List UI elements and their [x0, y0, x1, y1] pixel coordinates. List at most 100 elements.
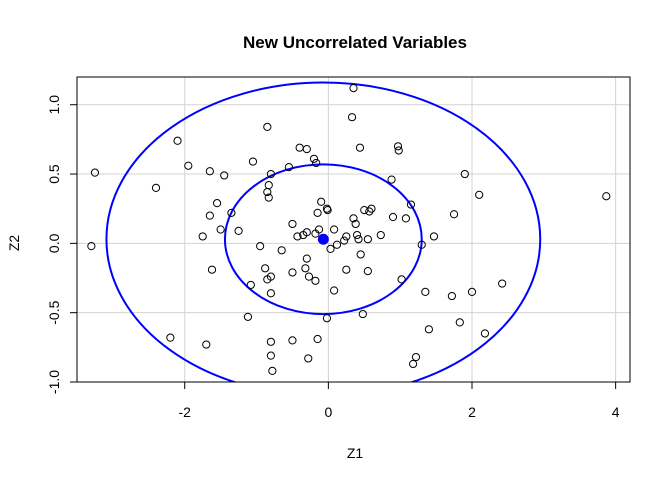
data-point	[263, 275, 272, 284]
data-point	[248, 157, 258, 166]
center-point	[317, 233, 329, 245]
chart-title: New Uncorrelated Variables	[243, 33, 467, 52]
data-point	[277, 246, 286, 255]
data-point	[363, 235, 372, 244]
data-point	[216, 225, 225, 234]
data-point	[460, 169, 469, 179]
data-point	[266, 289, 276, 298]
data-point	[205, 167, 214, 176]
data-point	[304, 354, 313, 363]
data-point	[322, 204, 332, 213]
x-axis: -2 0 2 4	[179, 382, 620, 420]
data-point	[342, 265, 351, 274]
data-point	[246, 280, 255, 290]
data-point	[263, 122, 272, 132]
data-point	[173, 136, 182, 145]
data-point	[264, 181, 273, 190]
data-point	[498, 279, 507, 288]
plot-frame	[76, 76, 631, 383]
data-point	[90, 168, 100, 177]
data-point	[268, 366, 277, 376]
data-point	[256, 242, 265, 251]
y-axis-label: Z2	[6, 235, 22, 252]
data-point	[424, 325, 434, 334]
data-point	[166, 333, 175, 342]
y-tick-label: 1.0	[46, 95, 62, 115]
data-point	[326, 244, 335, 254]
data-point	[293, 232, 302, 241]
x-tick-label: 2	[468, 404, 476, 420]
data-point	[330, 225, 339, 234]
data-point	[87, 242, 96, 251]
data-point	[342, 232, 351, 241]
data-point	[313, 334, 322, 344]
data-point	[266, 337, 276, 346]
data-point	[266, 169, 276, 179]
grid	[77, 77, 630, 383]
ellipse-outer	[105, 81, 542, 382]
data-point	[387, 175, 396, 184]
center-marker-group	[317, 233, 329, 245]
data-point	[288, 336, 297, 345]
data-point	[288, 219, 297, 229]
data-point	[406, 200, 416, 209]
data-point	[358, 309, 367, 319]
y-tick-label: 0.0	[46, 233, 62, 253]
data-point	[284, 163, 293, 172]
data-point	[367, 204, 376, 213]
data-point	[304, 272, 314, 281]
ellipse-inner	[223, 163, 423, 316]
y-tick-label: 0.5	[46, 164, 62, 184]
data-point	[212, 199, 222, 208]
data-point	[417, 240, 426, 249]
data-point	[351, 219, 360, 229]
data-point	[317, 197, 326, 206]
data-point	[332, 240, 342, 249]
data-point	[299, 230, 308, 240]
data-point	[363, 266, 372, 276]
data-point	[311, 276, 320, 285]
ellipses	[105, 81, 542, 382]
data-point	[234, 226, 243, 235]
data-point	[421, 287, 430, 296]
data-point	[447, 291, 456, 301]
data-point	[340, 236, 349, 245]
data-point	[313, 208, 322, 217]
data-point	[184, 161, 193, 170]
data-point	[429, 232, 439, 241]
data-point	[409, 359, 418, 369]
x-tick-label: 0	[324, 404, 332, 420]
data-points	[87, 83, 611, 376]
data-point	[309, 154, 319, 163]
data-point	[322, 314, 332, 323]
data-point	[205, 211, 214, 220]
data-point	[288, 268, 297, 277]
data-point	[302, 144, 311, 154]
data-point	[151, 183, 161, 193]
data-point	[356, 250, 365, 259]
data-point	[449, 210, 459, 219]
data-point	[388, 212, 398, 222]
data-point	[264, 193, 273, 202]
data-point	[355, 143, 365, 152]
data-point	[302, 254, 311, 263]
data-point	[311, 229, 320, 238]
data-point	[349, 83, 358, 93]
data-point	[301, 264, 310, 273]
data-point	[411, 352, 421, 362]
x-tick-label: 4	[612, 404, 620, 420]
data-point	[401, 214, 411, 223]
data-point	[220, 171, 229, 180]
data-point	[295, 143, 304, 152]
data-point	[207, 265, 217, 274]
data-point	[354, 235, 363, 244]
data-point	[455, 318, 464, 327]
data-point	[198, 232, 207, 241]
data-point	[393, 142, 403, 151]
data-point	[360, 205, 369, 215]
data-point	[263, 187, 272, 197]
y-tick-label: -0.5	[46, 300, 62, 324]
data-point	[602, 192, 611, 201]
